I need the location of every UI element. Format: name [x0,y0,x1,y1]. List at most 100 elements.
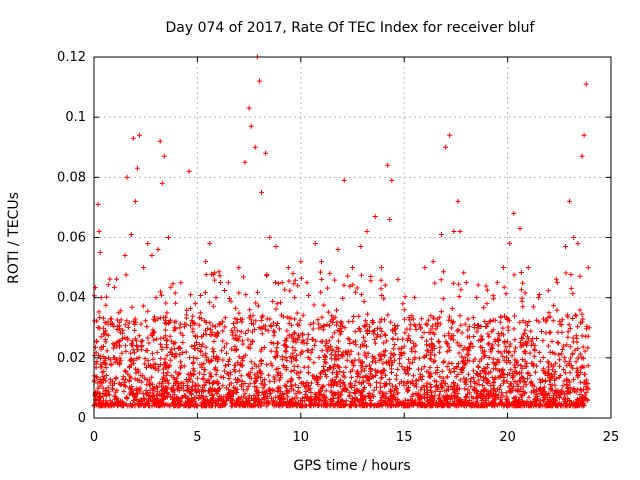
data-point [248,123,254,129]
data-point [116,310,122,316]
data-point [207,241,213,247]
y-tick-label: 0 [78,411,86,426]
data-point [385,162,391,168]
data-point [98,295,104,301]
data-point [95,201,101,207]
data-point [161,153,167,159]
data-point [232,325,238,331]
data-point [567,198,573,204]
data-point [350,265,355,271]
data-point [134,165,140,171]
data-point [438,231,444,237]
data-point [145,241,151,247]
x-tick-label: 15 [396,430,413,445]
data-point [494,280,500,286]
data-point [105,355,111,361]
data-point [389,177,395,183]
data-point [159,180,165,186]
data-point [298,259,304,265]
data-point [581,132,587,138]
axis-ticks: 0 5 10 15 20 25 0 0.02 0.04 0.06 0.08 0.1 0.12 [57,50,619,445]
y-axis-label: ROTI / TECUs [6,192,22,284]
data-point [443,144,449,150]
data-point [165,235,171,240]
data-point [401,307,407,313]
y-tick-label: 0.08 [57,170,86,185]
data-point [546,310,552,316]
data-point [395,277,401,283]
data-point [273,244,279,250]
data-point [412,295,418,301]
data-point [132,198,138,204]
y-tick-label: 0.06 [57,231,86,246]
chart-title: Day 074 of 2017, Rate Of TEC Index for r… [166,20,536,36]
x-tick-label: 10 [293,430,310,445]
data-point [203,259,209,265]
data-point [430,259,436,265]
data-point [213,295,219,301]
data-point [101,331,107,337]
data-point [136,132,142,138]
y-tick-label: 0.1 [65,110,86,125]
grid-lines [94,57,611,418]
data-point [474,295,480,301]
data-point [484,301,490,307]
data-point [525,265,531,271]
data-point [110,322,116,328]
data-point [97,250,103,256]
data-point [225,280,231,286]
data-point [186,168,192,174]
data-point [155,247,161,253]
data-point [219,319,225,325]
data-point [327,271,333,277]
data-point [372,213,378,219]
data-point [246,105,252,111]
data-point [575,241,581,247]
data-point [500,265,506,271]
data-point [364,228,370,234]
data-point [192,301,198,307]
y-tick-label: 0.12 [57,50,86,65]
data-point [554,280,560,286]
data-point [457,228,463,234]
data-point [157,138,163,144]
data-point [153,295,159,301]
data-point [335,247,341,253]
data-point [358,244,364,250]
data-point [507,241,513,247]
data-point [259,189,265,195]
data-point [447,132,453,138]
data-point [267,235,273,240]
data-point [178,280,184,286]
data-point [318,259,324,265]
data-point [96,228,102,234]
dense-baseline-points [91,269,591,409]
data-point [387,216,393,222]
data-point [128,231,134,237]
data-point [517,225,523,231]
y-tick-label: 0.02 [57,351,86,366]
data-point [172,325,178,331]
data-point [285,265,291,271]
data-point [571,235,577,240]
data-point [199,316,205,322]
data-point [463,280,469,286]
data-point [292,295,298,301]
data-point [256,78,262,84]
data-points [91,54,592,385]
x-tick-label: 20 [499,430,516,445]
data-point [252,144,258,150]
y-tick-label: 0.04 [57,291,86,306]
data-point [341,177,347,183]
data-point [149,253,155,259]
data-point [536,295,542,301]
x-tick-label: 0 [90,430,98,445]
data-point [563,244,569,250]
data-point [583,81,589,87]
data-point [236,265,242,271]
data-point [312,241,318,247]
data-point [422,265,428,271]
data-point [304,280,310,286]
data-point [579,153,585,159]
